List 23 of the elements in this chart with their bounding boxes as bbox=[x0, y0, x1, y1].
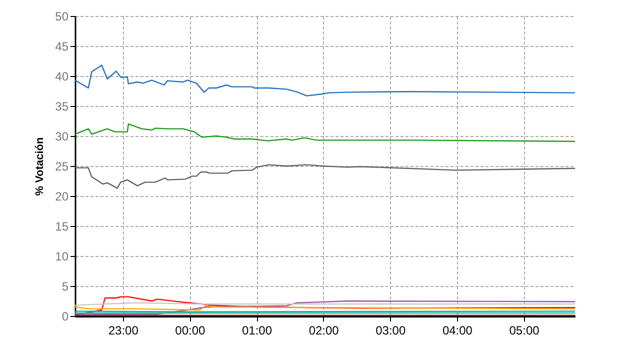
x-tick-label: 04:00 bbox=[442, 324, 473, 338]
y-tick-label: 30 bbox=[55, 130, 69, 144]
y-tick-label: 35 bbox=[55, 100, 69, 114]
y-tick-label: 20 bbox=[55, 190, 69, 204]
x-tick-label: 02:00 bbox=[308, 324, 340, 338]
line-series bbox=[75, 300, 575, 315]
x-tick-label: 00:00 bbox=[175, 324, 206, 338]
y-tick-label: 0 bbox=[62, 310, 69, 324]
x-tick-label: 03:00 bbox=[376, 324, 406, 338]
y-tick-label: 50 bbox=[55, 10, 69, 24]
x-tick-label: 23:00 bbox=[108, 324, 139, 338]
y-tick-label: 45 bbox=[55, 40, 69, 54]
line-series bbox=[75, 64, 575, 96]
y-axis-title: % Votación bbox=[34, 136, 46, 196]
x-tick-label: 05:00 bbox=[509, 324, 540, 338]
y-tick-label: 5 bbox=[62, 280, 69, 294]
y-tick-label: 40 bbox=[55, 70, 69, 84]
line-series bbox=[75, 123, 575, 142]
y-tick-label: 25 bbox=[55, 160, 69, 174]
y-tick-label: 10 bbox=[55, 250, 69, 264]
y-tick-label: 15 bbox=[55, 220, 69, 234]
line-series bbox=[75, 164, 575, 189]
x-tick-label: 01:00 bbox=[242, 324, 272, 338]
